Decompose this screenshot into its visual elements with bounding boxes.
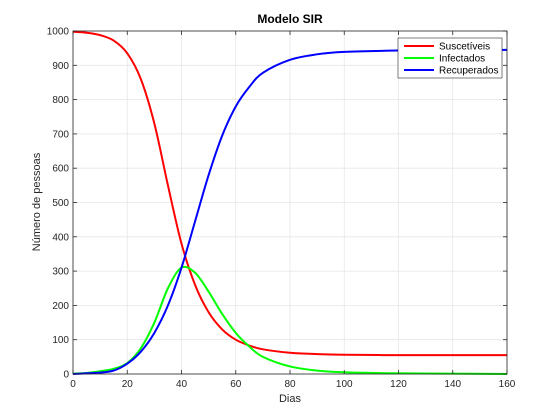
- y-axis-label: Número de pessoas: [31, 152, 43, 251]
- x-tick-label: 20: [122, 379, 134, 390]
- x-tick-label: 140: [444, 379, 461, 390]
- legend-label-recuperados: Recuperados: [439, 66, 498, 77]
- y-tick-label: 600: [52, 164, 69, 175]
- series-line-recuperados: [72, 48, 508, 375]
- x-tick-label: 160: [499, 379, 516, 390]
- y-tick-label: 0: [63, 370, 69, 381]
- y-tick-label: 700: [52, 129, 69, 140]
- x-axis-label: Dias: [279, 393, 302, 405]
- y-tick-label: 200: [52, 301, 69, 312]
- y-tick-label: 800: [52, 95, 69, 106]
- y-tick-label: 1000: [47, 27, 70, 38]
- x-tick-label: 80: [284, 379, 296, 390]
- x-tick-label: 60: [230, 379, 242, 390]
- series-line-suscetiveis: [72, 30, 507, 357]
- x-tick-label: 100: [336, 379, 353, 390]
- y-tick-label: 100: [52, 335, 69, 346]
- ticks: 0 20 40 60 80 100 120 140 160 0 100 200 300 400 500 600…: [47, 27, 516, 391]
- series-lines: [72, 30, 508, 375]
- legend-label-infectados: Infectados: [439, 54, 485, 65]
- y-tick-label: 300: [52, 267, 69, 278]
- legend-label-suscetiveis: Suscetíveis: [439, 42, 490, 53]
- series-line-infectados: [72, 265, 508, 375]
- y-tick-label: 400: [52, 232, 69, 243]
- x-tick-label: 120: [390, 379, 407, 390]
- chart-title: Modelo SIR: [257, 12, 323, 26]
- x-tick-label: 40: [176, 379, 188, 390]
- y-tick-label: 500: [52, 198, 69, 209]
- x-tick-label: 0: [70, 379, 76, 390]
- y-tick-label: 900: [52, 61, 69, 72]
- legend: Suscetíveis Infectados Recuperados: [397, 37, 503, 79]
